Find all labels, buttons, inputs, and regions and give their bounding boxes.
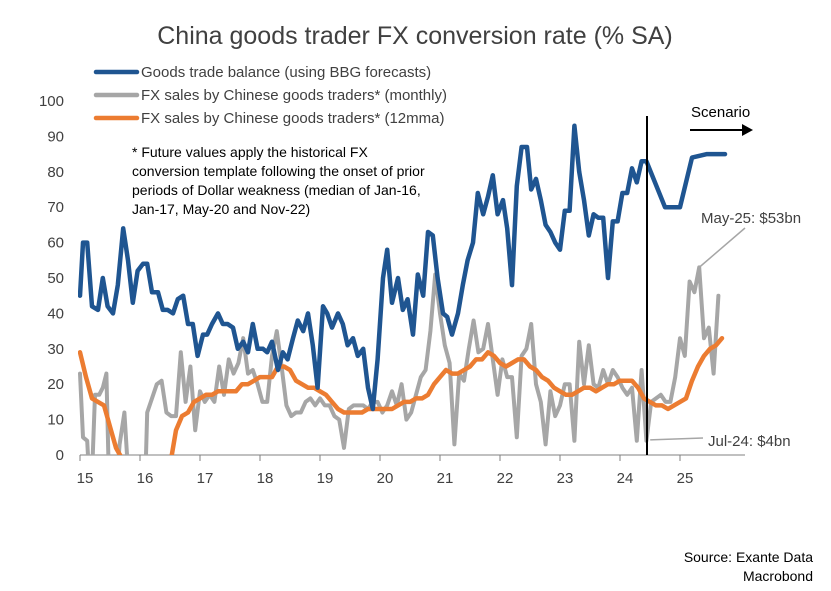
y-tick-label: 0 [56,447,64,464]
y-tick-label: 40 [47,305,64,322]
x-tick-label: 17 [197,470,214,487]
series-line-2 [78,335,725,455]
legend-label: FX sales by Chinese goods traders* (12mm… [141,110,444,127]
annotation-label-may25: May-25: $53bn [701,210,801,227]
footnote: * Future values apply the historical FX c… [132,144,425,217]
chart-title: China goods trader FX conversion rate (%… [157,22,673,50]
series-group [78,123,728,455]
x-tick-label: 22 [497,470,514,487]
y-tick-label: 20 [47,376,64,393]
x-tick-label: 21 [437,470,454,487]
x-tick-label: 23 [557,470,574,487]
y-tick-label: 100 [39,93,64,110]
x-tick-label: 20 [377,470,394,487]
series-line-1 [78,265,721,455]
y-tick-label: 90 [47,128,64,145]
x-tick-label: 16 [137,470,154,487]
annotation-leader-may25 [698,227,746,268]
legend-label: Goods trade balance (using BBG forecasts… [141,64,431,81]
x-tick-label: 18 [257,470,274,487]
annotations: May-25: $53bn Jul-24: $4bn [650,210,801,450]
source-line: Macrobond [743,568,813,584]
annotation-leader-jul24 [650,437,704,441]
y-tick-label: 30 [47,341,64,358]
scenario-marker: Scenario [646,104,753,455]
footnote-line: periods of Dollar weakness (median of Ja… [132,182,421,198]
y-tick-label: 80 [47,164,64,181]
scenario-label: Scenario [691,104,750,121]
x-tick-label: 15 [77,470,94,487]
source-line: Source: Exante Data [684,549,813,565]
source-note: Source: Exante Data Macrobond [684,549,813,584]
footnote-line: conversion template following the onset … [132,163,425,179]
y-tick-label: 70 [47,199,64,216]
x-tick-label: 19 [317,470,334,487]
legend: Goods trade balance (using BBG forecasts… [93,64,447,127]
y-tick-label: 10 [47,412,64,429]
series-line-0 [78,123,728,412]
x-tick-label: 24 [617,470,634,487]
footnote-line: * Future values apply the historical FX [132,144,368,160]
footnote-line: Jan-17, May-20 and Nov-22) [132,201,310,217]
y-tick-label: 50 [47,270,64,287]
y-axis: 0 10 20 30 40 50 60 70 80 90 100 [39,93,64,464]
annotation-label-jul24: Jul-24: $4bn [708,433,791,450]
y-tick-label: 60 [47,235,64,252]
legend-label: FX sales by Chinese goods traders* (mont… [141,87,447,104]
scenario-arrow-head [742,124,753,136]
x-tick-label: 25 [677,470,694,487]
x-axis: 15 16 17 18 19 20 21 22 23 24 25 [77,454,745,487]
